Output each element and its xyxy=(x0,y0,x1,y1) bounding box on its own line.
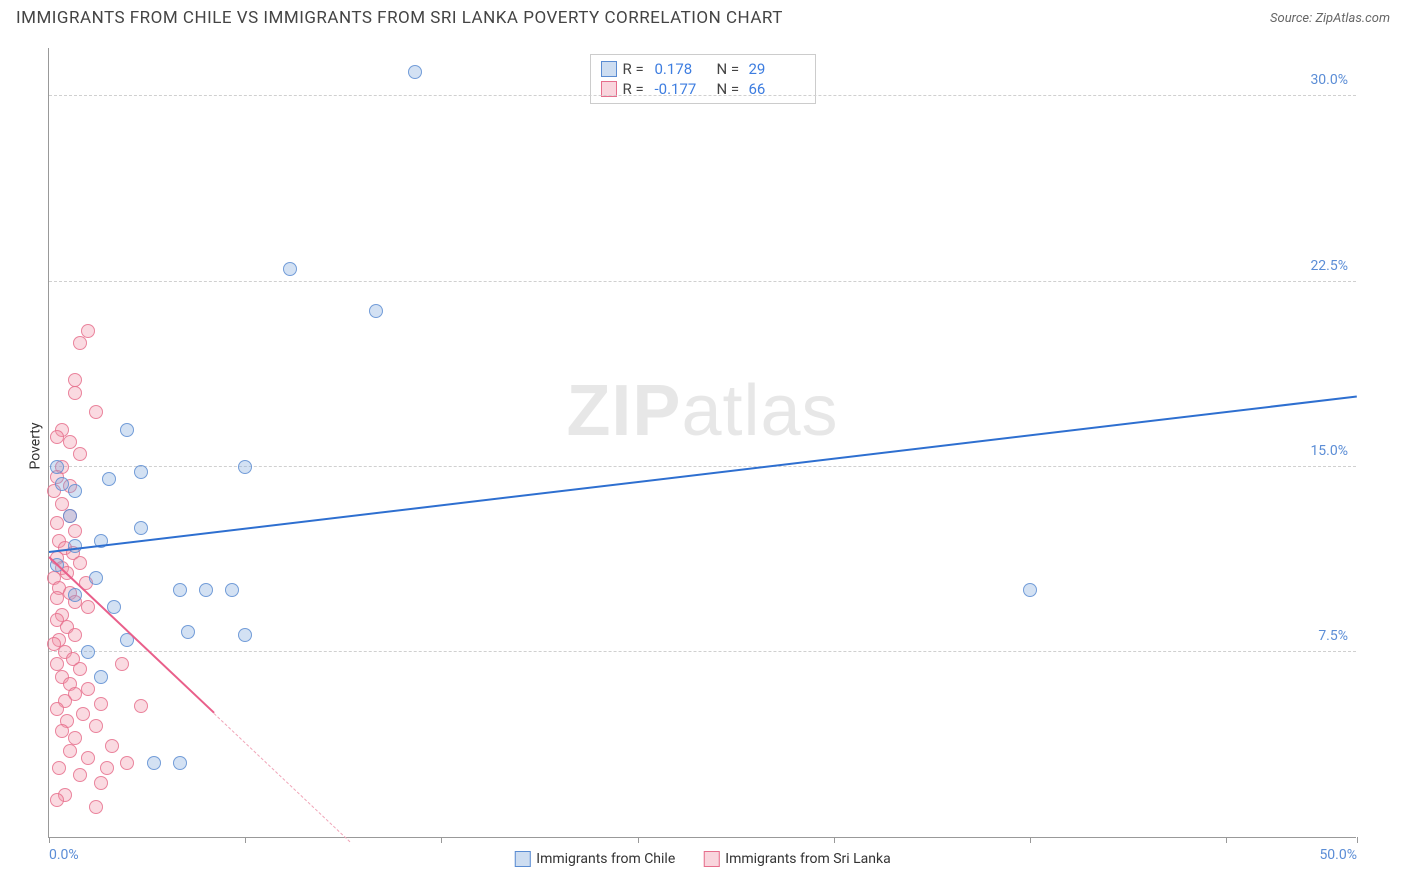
y-tick-label: 7.5% xyxy=(1318,628,1348,644)
data-point-srilanka xyxy=(50,702,64,716)
y-tick-label: 22.5% xyxy=(1310,258,1348,274)
data-point-chile xyxy=(55,477,69,491)
data-point-srilanka xyxy=(50,591,64,605)
x-tick xyxy=(834,837,835,843)
y-axis-label: Poverty xyxy=(28,422,44,469)
stats-legend: R = 0.178 N = 29 R = -0.177 N = 66 xyxy=(590,54,816,104)
data-point-chile xyxy=(68,539,82,553)
data-point-srilanka xyxy=(63,744,77,758)
x-tick xyxy=(245,837,246,843)
x-tick xyxy=(1030,837,1031,843)
trendline-chile xyxy=(49,396,1357,554)
x-tick xyxy=(638,837,639,843)
gridline xyxy=(49,651,1356,652)
data-point-srilanka xyxy=(120,756,134,770)
data-point-srilanka xyxy=(100,761,114,775)
data-point-chile xyxy=(102,472,116,486)
data-point-chile xyxy=(89,571,103,585)
x-tick-label: 50.0% xyxy=(1319,847,1357,863)
source-text: Source: ZipAtlas.com xyxy=(1270,11,1390,26)
data-point-srilanka xyxy=(50,516,64,530)
data-point-srilanka xyxy=(50,430,64,444)
data-point-srilanka xyxy=(81,682,95,696)
title-bar: IMMIGRANTS FROM CHILE VS IMMIGRANTS FROM… xyxy=(0,0,1406,32)
data-point-srilanka xyxy=(115,657,129,671)
data-point-chile xyxy=(225,583,239,597)
data-point-chile xyxy=(369,304,383,318)
data-point-srilanka xyxy=(73,336,87,350)
data-point-chile xyxy=(173,583,187,597)
data-point-chile xyxy=(283,262,297,276)
swatch-blue-icon xyxy=(601,61,617,77)
data-point-srilanka xyxy=(81,324,95,338)
trendline-srilanka-extrapolated xyxy=(213,713,350,842)
data-point-chile xyxy=(199,583,213,597)
data-point-srilanka xyxy=(94,776,108,790)
swatch-pink-icon xyxy=(703,851,719,867)
x-tick xyxy=(49,837,50,843)
data-point-srilanka xyxy=(89,800,103,814)
data-point-chile xyxy=(238,628,252,642)
watermark: ZIPatlas xyxy=(566,370,838,452)
x-tick xyxy=(1357,837,1358,843)
data-point-chile xyxy=(134,465,148,479)
data-point-chile xyxy=(1023,583,1037,597)
data-point-chile xyxy=(50,460,64,474)
x-tick-label: 0.0% xyxy=(49,847,79,863)
data-point-chile xyxy=(94,670,108,684)
data-point-srilanka xyxy=(89,719,103,733)
data-point-srilanka xyxy=(81,751,95,765)
data-point-srilanka xyxy=(50,793,64,807)
data-point-srilanka xyxy=(105,739,119,753)
x-tick xyxy=(441,837,442,843)
x-tick xyxy=(1226,837,1227,843)
data-point-chile xyxy=(134,521,148,535)
data-point-srilanka xyxy=(73,556,87,570)
stats-row-chile: R = 0.178 N = 29 xyxy=(601,59,805,79)
gridline xyxy=(49,95,1356,96)
data-point-chile xyxy=(147,756,161,770)
legend-item-chile: Immigrants from Chile xyxy=(514,851,675,867)
data-point-chile xyxy=(238,460,252,474)
data-point-srilanka xyxy=(73,662,87,676)
data-point-chile xyxy=(81,645,95,659)
data-point-chile xyxy=(408,65,422,79)
data-point-srilanka xyxy=(89,405,103,419)
data-point-srilanka xyxy=(68,524,82,538)
data-point-chile xyxy=(68,588,82,602)
data-point-srilanka xyxy=(68,386,82,400)
legend-item-srilanka: Immigrants from Sri Lanka xyxy=(703,851,890,867)
data-point-chile xyxy=(181,625,195,639)
y-tick-label: 15.0% xyxy=(1310,443,1348,459)
data-point-chile xyxy=(63,509,77,523)
data-point-srilanka xyxy=(76,707,90,721)
data-point-srilanka xyxy=(63,435,77,449)
data-point-srilanka xyxy=(68,628,82,642)
data-point-srilanka xyxy=(55,724,69,738)
data-point-chile xyxy=(120,423,134,437)
chart-title: IMMIGRANTS FROM CHILE VS IMMIGRANTS FROM… xyxy=(16,8,783,28)
data-point-chile xyxy=(173,756,187,770)
y-tick-label: 30.0% xyxy=(1310,72,1348,88)
scatter-chart: ZIPatlas R = 0.178 N = 29 R = -0.177 N =… xyxy=(48,48,1356,838)
data-point-chile xyxy=(68,484,82,498)
data-point-srilanka xyxy=(73,768,87,782)
data-point-srilanka xyxy=(73,447,87,461)
data-point-srilanka xyxy=(81,600,95,614)
swatch-blue-icon xyxy=(514,851,530,867)
data-point-srilanka xyxy=(52,761,66,775)
data-point-srilanka xyxy=(134,699,148,713)
gridline xyxy=(49,281,1356,282)
data-point-srilanka xyxy=(94,697,108,711)
bottom-legend: Immigrants from Chile Immigrants from Sr… xyxy=(514,851,890,867)
